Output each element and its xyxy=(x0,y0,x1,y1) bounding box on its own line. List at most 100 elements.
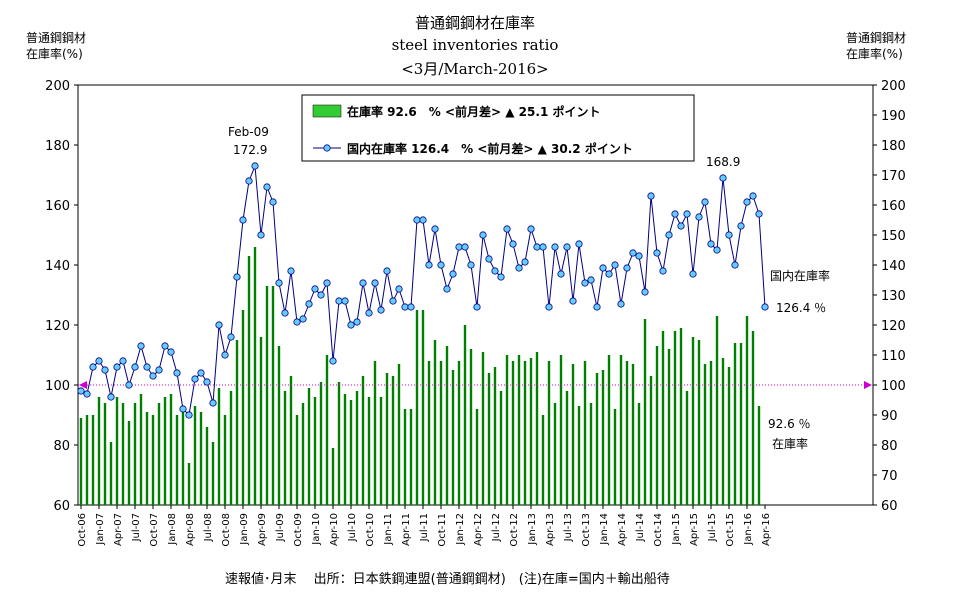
bar-inventory-ratio xyxy=(703,364,707,505)
line-point-domestic-ratio xyxy=(77,387,85,395)
line-point-domestic-ratio xyxy=(329,357,337,365)
right-axis-title-line1: 普通鋼鋼材 xyxy=(846,31,907,45)
x-axis-tick-label: Jul-11 xyxy=(419,513,430,542)
x-axis-tick-label: Jul-15 xyxy=(707,513,718,542)
bar-inventory-ratio xyxy=(517,355,521,505)
line-point-domestic-ratio xyxy=(743,198,751,206)
line-point-domestic-ratio xyxy=(707,240,715,248)
line-point-domestic-ratio xyxy=(683,210,691,218)
x-axis-tick-label: Apr-16 xyxy=(761,513,772,546)
bar-inventory-ratio xyxy=(529,358,533,505)
x-axis-tick-label: Oct-14 xyxy=(653,513,664,547)
line-point-domestic-ratio xyxy=(665,231,673,239)
bar-inventory-ratio xyxy=(325,355,329,505)
bar-inventory-ratio xyxy=(577,406,581,505)
line-point-domestic-ratio xyxy=(557,270,565,278)
x-axis-tick-label: Oct-08 xyxy=(221,513,232,547)
bar-inventory-ratio xyxy=(643,319,647,505)
right-axis-tick-label: 200 xyxy=(881,79,906,94)
line-point-domestic-ratio xyxy=(509,240,517,248)
x-axis-tick-label: Oct-12 xyxy=(509,513,520,547)
left-axis-title: 普通鋼鋼材 在庫率(%) xyxy=(26,30,86,62)
line-point-domestic-ratio xyxy=(647,192,655,200)
left-axis-title-line1: 普通鋼鋼材 xyxy=(26,31,87,45)
bar-inventory-ratio xyxy=(679,328,683,505)
x-axis-tick-label: Apr-08 xyxy=(185,513,196,546)
line-point-domestic-ratio xyxy=(137,342,145,350)
line-point-domestic-ratio xyxy=(365,309,373,317)
bar-inventory-ratio xyxy=(121,403,125,505)
bar-inventory-ratio xyxy=(661,331,665,505)
bar-inventory-ratio xyxy=(757,406,761,505)
bar-inventory-ratio xyxy=(451,370,455,505)
legend-line-label: 国内在庫率 126.4 % <前月差> ▲ 30.2 ポイント xyxy=(347,141,633,156)
bar-inventory-ratio xyxy=(265,286,269,505)
line-point-domestic-ratio xyxy=(755,210,763,218)
x-axis-tick-label: Apr-09 xyxy=(257,513,268,546)
bar-inventory-ratio xyxy=(163,397,167,505)
bar-inventory-ratio xyxy=(343,394,347,505)
x-axis-tick-label: Jan-16 xyxy=(743,513,754,546)
bar-inventory-ratio xyxy=(697,340,701,505)
right-axis-tick-label: 190 xyxy=(881,109,906,124)
bar-inventory-ratio xyxy=(739,343,743,505)
line-point-domestic-ratio xyxy=(185,411,193,419)
line-point-domestic-ratio xyxy=(701,198,709,206)
line-point-domestic-ratio xyxy=(545,303,553,311)
x-axis-tick-label: Oct-10 xyxy=(365,513,376,547)
line-point-domestic-ratio xyxy=(221,351,229,359)
bar-inventory-ratio xyxy=(361,376,365,505)
line-point-domestic-ratio xyxy=(479,231,487,239)
line-point-domestic-ratio xyxy=(143,363,151,371)
bar-inventory-ratio xyxy=(385,373,389,505)
line-point-domestic-ratio xyxy=(155,366,163,374)
left-axis-tick-label: 180 xyxy=(45,139,70,154)
line-point-domestic-ratio xyxy=(491,267,499,275)
bar-inventory-ratio xyxy=(631,364,635,505)
bar-inventory-ratio xyxy=(127,421,131,505)
bar-inventory-ratio xyxy=(439,361,443,505)
bar-inventory-ratio xyxy=(583,361,587,505)
line-point-domestic-ratio xyxy=(617,300,625,308)
x-axis-tick-label: Jul-14 xyxy=(635,513,646,542)
bar-inventory-ratio xyxy=(283,391,287,505)
bar-inventory-ratio xyxy=(535,352,539,505)
line-point-domestic-ratio xyxy=(533,243,541,251)
line-point-domestic-ratio xyxy=(293,318,301,326)
bar-inventory-ratio xyxy=(181,412,185,505)
line-point-domestic-ratio xyxy=(227,333,235,341)
line-point-domestic-ratio xyxy=(149,372,157,380)
bar-inventory-ratio xyxy=(259,337,263,505)
line-point-domestic-ratio xyxy=(119,357,127,365)
legend-box xyxy=(301,94,695,162)
line-point-domestic-ratio xyxy=(653,249,661,257)
bar-inventory-ratio xyxy=(391,376,395,505)
line-point-domestic-ratio xyxy=(581,279,589,287)
bar-inventory-ratio xyxy=(691,337,695,505)
annotation-peak-month: Feb-09 xyxy=(228,125,269,139)
line-point-domestic-ratio xyxy=(161,342,169,350)
line-point-domestic-ratio xyxy=(107,393,115,401)
right-axis-tick-label: 60 xyxy=(881,499,898,514)
line-point-domestic-ratio xyxy=(425,261,433,269)
bar-inventory-ratio xyxy=(571,364,575,505)
bar-inventory-ratio xyxy=(607,355,611,505)
bar-inventory-ratio xyxy=(379,397,383,505)
bar-inventory-ratio xyxy=(613,409,617,505)
x-axis-tick-label: Jan-08 xyxy=(167,513,178,546)
bar-inventory-ratio xyxy=(709,361,713,505)
bar-inventory-ratio xyxy=(637,403,641,505)
bar-inventory-ratio xyxy=(403,409,407,505)
line-point-domestic-ratio xyxy=(95,357,103,365)
line-point-domestic-ratio xyxy=(167,348,175,356)
bar-inventory-ratio xyxy=(487,373,491,505)
left-axis-tick-label: 120 xyxy=(45,319,70,334)
line-point-domestic-ratio xyxy=(473,303,481,311)
bar-inventory-ratio xyxy=(229,391,233,505)
x-axis-tick-label: Oct-06 xyxy=(77,513,88,547)
x-axis-tick-label: Jan-09 xyxy=(239,513,250,546)
line-point-domestic-ratio xyxy=(281,309,289,317)
bar-inventory-ratio xyxy=(397,364,401,505)
line-point-domestic-ratio xyxy=(101,366,109,374)
line-point-domestic-ratio xyxy=(263,183,271,191)
